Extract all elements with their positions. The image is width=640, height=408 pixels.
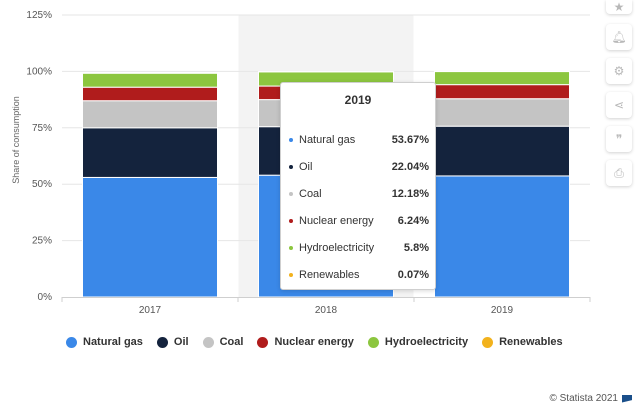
legend-item-coal[interactable]: Coal [202,336,244,348]
legend-swatch [482,336,494,348]
tooltip-value: 0.07% [397,269,429,281]
y-tick-label: 125% [26,10,52,21]
tooltip-value: 12.18% [391,188,429,200]
tooltip-value: 22.04% [391,161,429,173]
y-tick-label: 75% [32,123,52,134]
legend-label: Coal [219,336,244,348]
x-axis-ticks: 2017 2018 2019 [61,297,591,316]
x-tick-label: 2018 [315,305,338,316]
tooltip-value: 53.67% [391,134,429,146]
legend-item-nuclear-energy[interactable]: Nuclear energy [257,336,354,348]
data-tooltip: 2019 Natural gas 53.67% Oil 22.04% Coal 12.18… [280,82,436,290]
legend-label: Natural gas [83,336,143,348]
bar-segment-natural-gas-2017[interactable] [82,176,218,298]
tooltip-row: Oil 22.04% [289,160,429,174]
tooltip-dot [289,246,293,250]
tooltip-series-name: Coal [299,188,322,200]
credit: © Statista 2021 [549,393,632,404]
legend-swatch [156,336,168,348]
y-tick-label: 100% [26,66,52,77]
legend-swatch [257,336,269,348]
bar-segment-hydroelectricity-2017[interactable] [82,72,218,88]
bell-icon[interactable]: 🔔︎ [606,24,632,50]
flag-icon [622,394,632,403]
tooltip-dot [289,219,293,223]
tool-sidebar: ★ 🔔︎ ⚙ ⋖ ❞ ⎙ [606,0,634,194]
tooltip-dot [289,273,293,277]
print-icon[interactable]: ⎙ [606,160,632,186]
tooltip-value: 6.24% [397,215,429,227]
bar-segment-nuclear-energy-2019[interactable] [434,84,570,100]
bar-segment-hydroelectricity-2019[interactable] [434,71,570,86]
legend-label: Hydroelectricity [384,336,469,348]
chart-legend: Natural gas Oil Coal Nuclear energy Hydroele… [66,336,577,348]
tooltip-series-name: Natural gas [299,134,356,146]
tooltip-row: Nuclear energy 6.24% [289,214,429,228]
legend-label: Nuclear energy [274,336,354,348]
tooltip-title: 2019 [344,93,372,107]
y-tick-label: 50% [32,179,52,190]
bar-segment-nuclear-energy-2017[interactable] [82,86,218,102]
y-axis-ticks: 0% 25% 50% 75% 100% 125% [26,10,52,303]
tooltip-series-name: Nuclear energy [299,215,374,227]
tooltip-series-name: Hydroelectricity [299,242,375,254]
tooltip-value: 5.8% [403,242,429,254]
y-axis-title: Share of consumption [11,96,21,184]
tooltip-dot [289,138,293,142]
legend-item-oil[interactable]: Oil [156,336,189,348]
legend-swatch [66,336,77,348]
tooltip-row: Coal 12.18% [289,187,429,201]
y-tick-label: 25% [32,236,52,247]
tooltip-row: Hydroelectricity 5.8% [289,241,429,255]
bar-segment-coal-2019[interactable] [434,98,570,127]
bar-segment-natural-gas-2019[interactable] [434,175,570,298]
bar-segment-oil-2019[interactable] [434,125,570,177]
credit-text[interactable]: © Statista 2021 [549,393,618,404]
tooltip-row: Renewables 0.07% [289,268,429,282]
bar-segment-oil-2017[interactable] [82,127,218,178]
quote-icon[interactable]: ❞ [606,126,632,152]
legend-item-hydroelectricity[interactable]: Hydroelectricity [367,336,469,348]
legend-swatch [367,336,379,348]
tooltip-row: Natural gas 53.67% [289,133,429,147]
share-icon[interactable]: ⋖ [606,92,632,118]
gear-icon[interactable]: ⚙ [606,58,632,84]
legend-item-renewables[interactable]: Renewables [482,336,563,348]
legend-label: Renewables [499,336,563,348]
x-tick-label: 2019 [491,305,514,316]
star-icon[interactable]: ★ [606,0,632,14]
tooltip-series-name: Renewables [299,269,360,281]
tooltip-dot [289,192,293,196]
tooltip-dot [289,165,293,169]
legend-swatch [202,336,214,348]
legend-label: Oil [173,336,189,348]
x-tick-label: 2017 [139,305,162,316]
legend-item-natural-gas[interactable]: Natural gas [66,336,143,348]
bar-segment-coal-2017[interactable] [82,100,218,129]
tooltip-series-name: Oil [299,161,313,173]
y-tick-label: 0% [38,292,53,303]
